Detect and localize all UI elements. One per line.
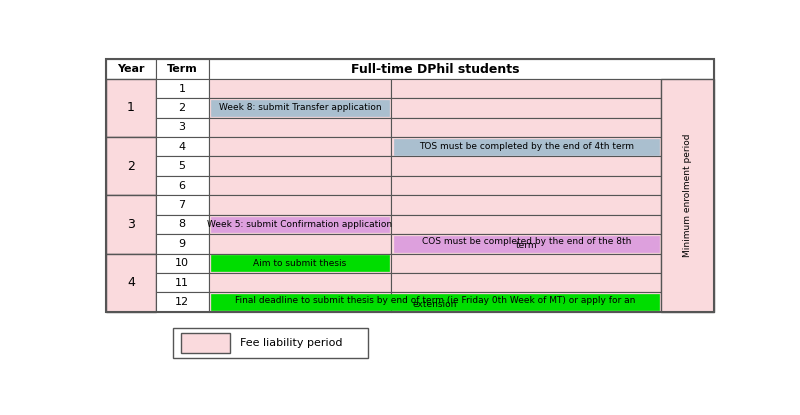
Text: COS must be completed by the end of the 8th: COS must be completed by the end of the … bbox=[422, 237, 631, 246]
FancyBboxPatch shape bbox=[156, 195, 209, 215]
Text: 1: 1 bbox=[178, 83, 186, 93]
FancyBboxPatch shape bbox=[156, 98, 209, 117]
Text: Aim to submit thesis: Aim to submit thesis bbox=[254, 259, 346, 268]
Text: term: term bbox=[515, 242, 537, 250]
FancyBboxPatch shape bbox=[661, 79, 714, 312]
FancyBboxPatch shape bbox=[209, 98, 391, 117]
FancyBboxPatch shape bbox=[394, 236, 658, 251]
FancyBboxPatch shape bbox=[209, 156, 391, 176]
Text: 11: 11 bbox=[175, 278, 189, 288]
Text: 3: 3 bbox=[178, 122, 186, 132]
FancyBboxPatch shape bbox=[173, 328, 369, 358]
FancyBboxPatch shape bbox=[156, 234, 209, 254]
Text: 4: 4 bbox=[127, 276, 135, 289]
FancyBboxPatch shape bbox=[391, 234, 661, 254]
Text: 5: 5 bbox=[178, 161, 186, 171]
FancyBboxPatch shape bbox=[209, 79, 391, 98]
FancyBboxPatch shape bbox=[209, 293, 391, 312]
FancyBboxPatch shape bbox=[211, 294, 658, 310]
Text: 7: 7 bbox=[178, 200, 186, 210]
Text: Final deadline to submit thesis by end of term (ie Friday 0th Week of MT) or app: Final deadline to submit thesis by end o… bbox=[234, 295, 635, 305]
FancyBboxPatch shape bbox=[391, 293, 661, 312]
FancyBboxPatch shape bbox=[391, 156, 661, 176]
FancyBboxPatch shape bbox=[156, 117, 209, 137]
FancyBboxPatch shape bbox=[156, 293, 209, 312]
Text: Week 5: submit Confirmation application: Week 5: submit Confirmation application bbox=[207, 220, 393, 229]
FancyBboxPatch shape bbox=[209, 273, 391, 293]
Text: 12: 12 bbox=[175, 297, 190, 307]
Text: 1: 1 bbox=[127, 101, 135, 115]
FancyBboxPatch shape bbox=[209, 117, 391, 137]
Text: Year: Year bbox=[118, 64, 145, 74]
Text: 4: 4 bbox=[178, 142, 186, 152]
FancyBboxPatch shape bbox=[156, 273, 209, 293]
FancyBboxPatch shape bbox=[106, 59, 156, 79]
FancyBboxPatch shape bbox=[209, 254, 391, 273]
FancyBboxPatch shape bbox=[156, 254, 209, 273]
FancyBboxPatch shape bbox=[391, 254, 661, 273]
Text: 10: 10 bbox=[175, 258, 189, 268]
FancyBboxPatch shape bbox=[156, 137, 209, 156]
FancyBboxPatch shape bbox=[106, 254, 156, 312]
FancyBboxPatch shape bbox=[156, 79, 209, 98]
FancyBboxPatch shape bbox=[106, 79, 156, 137]
FancyBboxPatch shape bbox=[209, 195, 391, 215]
FancyBboxPatch shape bbox=[209, 137, 391, 156]
Text: 2: 2 bbox=[127, 160, 135, 173]
Text: Full-time DPhil students: Full-time DPhil students bbox=[350, 63, 519, 76]
FancyBboxPatch shape bbox=[209, 215, 391, 234]
FancyBboxPatch shape bbox=[391, 215, 661, 234]
FancyBboxPatch shape bbox=[211, 217, 389, 232]
Text: 6: 6 bbox=[178, 181, 186, 190]
FancyBboxPatch shape bbox=[391, 195, 661, 215]
FancyBboxPatch shape bbox=[391, 98, 661, 117]
FancyBboxPatch shape bbox=[391, 137, 661, 156]
FancyBboxPatch shape bbox=[211, 100, 389, 116]
FancyBboxPatch shape bbox=[211, 256, 389, 271]
FancyBboxPatch shape bbox=[391, 117, 661, 137]
Text: 2: 2 bbox=[178, 103, 186, 113]
Text: 3: 3 bbox=[127, 218, 135, 231]
FancyBboxPatch shape bbox=[156, 176, 209, 195]
FancyBboxPatch shape bbox=[391, 79, 661, 98]
Text: TOS must be completed by the end of 4th term: TOS must be completed by the end of 4th … bbox=[418, 142, 634, 151]
FancyBboxPatch shape bbox=[391, 176, 661, 195]
FancyBboxPatch shape bbox=[209, 59, 714, 79]
Text: 8: 8 bbox=[178, 220, 186, 229]
Text: Term: Term bbox=[166, 64, 198, 74]
Text: Minimum enrolment period: Minimum enrolment period bbox=[683, 134, 692, 257]
FancyBboxPatch shape bbox=[106, 195, 156, 254]
FancyBboxPatch shape bbox=[391, 273, 661, 293]
FancyBboxPatch shape bbox=[156, 59, 209, 79]
FancyBboxPatch shape bbox=[209, 176, 391, 195]
Text: Week 8: submit Transfer application: Week 8: submit Transfer application bbox=[218, 103, 382, 112]
Text: extension: extension bbox=[413, 300, 457, 309]
FancyBboxPatch shape bbox=[156, 156, 209, 176]
FancyBboxPatch shape bbox=[156, 215, 209, 234]
FancyBboxPatch shape bbox=[181, 332, 230, 354]
Text: Fee liability period: Fee liability period bbox=[239, 338, 342, 348]
FancyBboxPatch shape bbox=[209, 234, 391, 254]
FancyBboxPatch shape bbox=[106, 137, 156, 195]
FancyBboxPatch shape bbox=[394, 139, 658, 154]
Text: 9: 9 bbox=[178, 239, 186, 249]
